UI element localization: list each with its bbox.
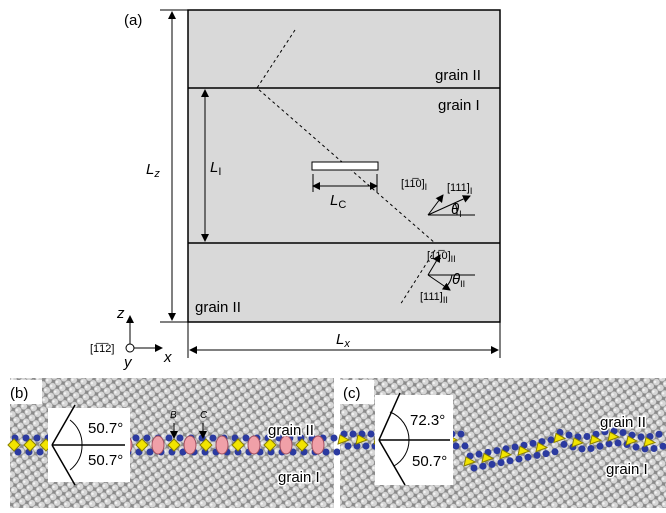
direction-label: [11̅0]I	[401, 178, 427, 192]
atom-blue	[350, 431, 357, 438]
axis-into	[126, 344, 134, 352]
atom-blue	[606, 440, 613, 447]
atom-pink	[152, 436, 164, 454]
atom-blue	[512, 444, 519, 451]
atom-blue	[552, 448, 559, 455]
angle-label: 50.7°	[88, 420, 123, 437]
grain-label: grain II	[268, 422, 314, 439]
grain-label: grain II	[195, 299, 241, 316]
atom-blue	[525, 454, 532, 461]
direction-label: [111]I	[447, 182, 472, 196]
atom-blue	[363, 443, 370, 450]
atom-blue	[144, 435, 151, 442]
axis-label: y	[123, 354, 133, 371]
atom-blue	[597, 443, 604, 450]
atom-blue	[543, 450, 550, 457]
atom-blue	[530, 440, 537, 447]
atom-blue	[210, 435, 217, 442]
atom-blue	[368, 431, 375, 438]
atom-blue	[471, 465, 478, 472]
atom-blue	[615, 440, 622, 447]
atom-blue	[166, 435, 173, 442]
atom-blue	[498, 459, 505, 466]
atom-blue	[37, 449, 44, 456]
atom-blue	[566, 432, 573, 439]
atom-blue	[453, 443, 460, 450]
atom-blue	[588, 445, 595, 452]
marker-label: C	[200, 410, 208, 421]
panel-label: (c)	[343, 385, 361, 402]
atom-pink	[184, 436, 196, 454]
atom-blue	[462, 443, 469, 450]
atom-blue	[177, 435, 184, 442]
atom-blue	[548, 436, 555, 443]
angle-label: 50.7°	[88, 452, 123, 469]
atom-blue	[334, 449, 341, 456]
atom-pink	[248, 436, 260, 454]
atom-blue	[579, 445, 586, 452]
atom-blue	[561, 441, 568, 448]
grain-label: grain I	[438, 97, 480, 114]
atom-blue	[651, 445, 658, 452]
atom-blue	[34, 435, 41, 442]
atom-blue	[476, 451, 483, 458]
grain-label: grain II	[600, 414, 646, 431]
atom-blue	[656, 431, 663, 438]
crack	[312, 162, 378, 170]
atom-blue	[638, 433, 645, 440]
atom-blue	[516, 456, 523, 463]
angle-label: 50.7°	[412, 453, 447, 470]
panel-label: (b)	[10, 385, 28, 402]
atom-pink	[216, 436, 228, 454]
panel-label: (a)	[124, 12, 142, 29]
marker-label: B	[170, 410, 177, 421]
dim-label: Lz	[146, 161, 160, 180]
dim-label: Lx	[336, 331, 350, 350]
grain-label: grain II	[435, 67, 481, 84]
atom-blue	[507, 457, 514, 464]
figure: (a) grain II grain I grain II LC LI Lz L…	[0, 0, 666, 508]
axis-label: [1̅1̅2]	[90, 343, 114, 355]
atom-blue	[480, 463, 487, 470]
atom-blue	[133, 435, 140, 442]
atom-blue	[458, 431, 465, 438]
grain-label: grain I	[278, 469, 320, 486]
atom-blue	[633, 444, 640, 451]
axis-label: z	[116, 305, 125, 322]
atom-blue	[331, 435, 338, 442]
angle-label: 72.3°	[410, 412, 445, 429]
axis-label: x	[163, 349, 172, 366]
atom-blue	[489, 461, 496, 468]
atom-blue	[345, 443, 352, 450]
grain-label: grain I	[606, 461, 648, 478]
atom-blue	[534, 452, 541, 459]
atom-blue	[494, 447, 501, 454]
atom-blue	[584, 433, 591, 440]
